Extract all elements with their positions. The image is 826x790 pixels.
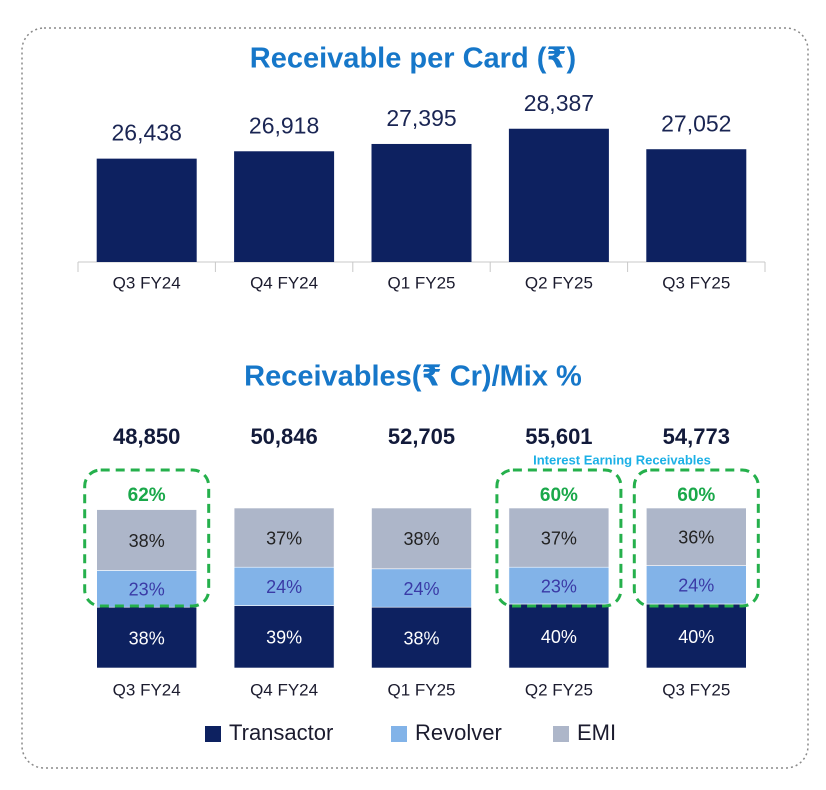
segment-label: 36% <box>678 528 714 548</box>
highlight-label: 60% <box>540 485 578 506</box>
bar <box>646 149 747 262</box>
segment-label: 37% <box>541 528 577 548</box>
x-tick-label: Q4 FY24 <box>250 680 318 699</box>
x-tick-label: Q3 FY25 <box>662 680 730 699</box>
data-label: 26,918 <box>249 112 319 138</box>
total-label: 50,846 <box>250 424 317 449</box>
bar-segment <box>508 566 610 605</box>
segment-label: 24% <box>403 579 439 599</box>
segment-label: 38% <box>403 529 439 549</box>
bar <box>234 151 335 262</box>
legend-label: EMI <box>577 720 616 745</box>
bar-segment <box>233 605 335 669</box>
x-tick-label: Q2 FY25 <box>525 680 593 699</box>
legend-swatch <box>205 726 221 742</box>
segment-label: 23% <box>129 580 165 600</box>
x-tick-label: Q3 FY25 <box>662 273 730 292</box>
segment-label: 23% <box>541 576 577 596</box>
x-tick-label: Q4 FY24 <box>250 273 318 292</box>
data-label: 26,438 <box>112 120 182 146</box>
segment-label: 38% <box>129 531 165 551</box>
bar-segment <box>96 606 197 669</box>
highlight-box <box>632 468 760 608</box>
data-label: 27,395 <box>386 105 456 131</box>
segment-label: 40% <box>678 627 714 647</box>
highlight-box <box>83 468 211 608</box>
x-tick-label: Q3 FY24 <box>113 273 181 292</box>
legend-label: Revolver <box>415 720 502 745</box>
bar <box>371 143 472 262</box>
segment-label: 37% <box>266 528 302 548</box>
x-tick-label: Q1 FY25 <box>387 273 455 292</box>
bar-segment <box>233 566 335 606</box>
total-label: 54,773 <box>663 424 730 449</box>
highlight-label: 60% <box>677 485 715 506</box>
data-label: 28,387 <box>524 90 594 116</box>
bar-segment <box>508 507 610 568</box>
total-label: 55,601 <box>525 424 592 449</box>
highlight-box <box>495 468 623 608</box>
segment-label: 24% <box>678 576 714 596</box>
bar-segment <box>96 509 197 571</box>
legend-swatch <box>553 726 569 742</box>
chart-title: Receivable per Card (₹) <box>250 43 576 75</box>
annotation: Interest Earning Receivables <box>533 452 711 467</box>
segment-label: 38% <box>403 628 439 648</box>
segment-label: 40% <box>541 627 577 647</box>
chart-title: Receivables(₹ Cr)/Mix % <box>244 361 582 393</box>
legend-label: Transactor <box>229 720 333 745</box>
segment-label: 38% <box>129 628 165 648</box>
bar <box>96 158 197 262</box>
x-tick-label: Q2 FY25 <box>525 273 593 292</box>
bar-segment <box>371 507 472 570</box>
bar-segment <box>371 568 472 608</box>
bar <box>508 128 609 262</box>
x-tick-label: Q3 FY24 <box>113 680 181 699</box>
bar-segment <box>371 606 472 669</box>
highlight-label: 62% <box>128 485 166 506</box>
bar-segment <box>645 507 747 566</box>
bar-segment <box>233 507 335 568</box>
total-label: 48,850 <box>113 424 180 449</box>
data-label: 27,052 <box>661 110 731 136</box>
segment-label: 39% <box>266 628 302 648</box>
total-label: 52,705 <box>388 424 455 449</box>
x-tick-label: Q1 FY25 <box>387 680 455 699</box>
frame <box>21 27 809 769</box>
legend-swatch <box>391 726 407 742</box>
segment-label: 24% <box>266 577 302 597</box>
